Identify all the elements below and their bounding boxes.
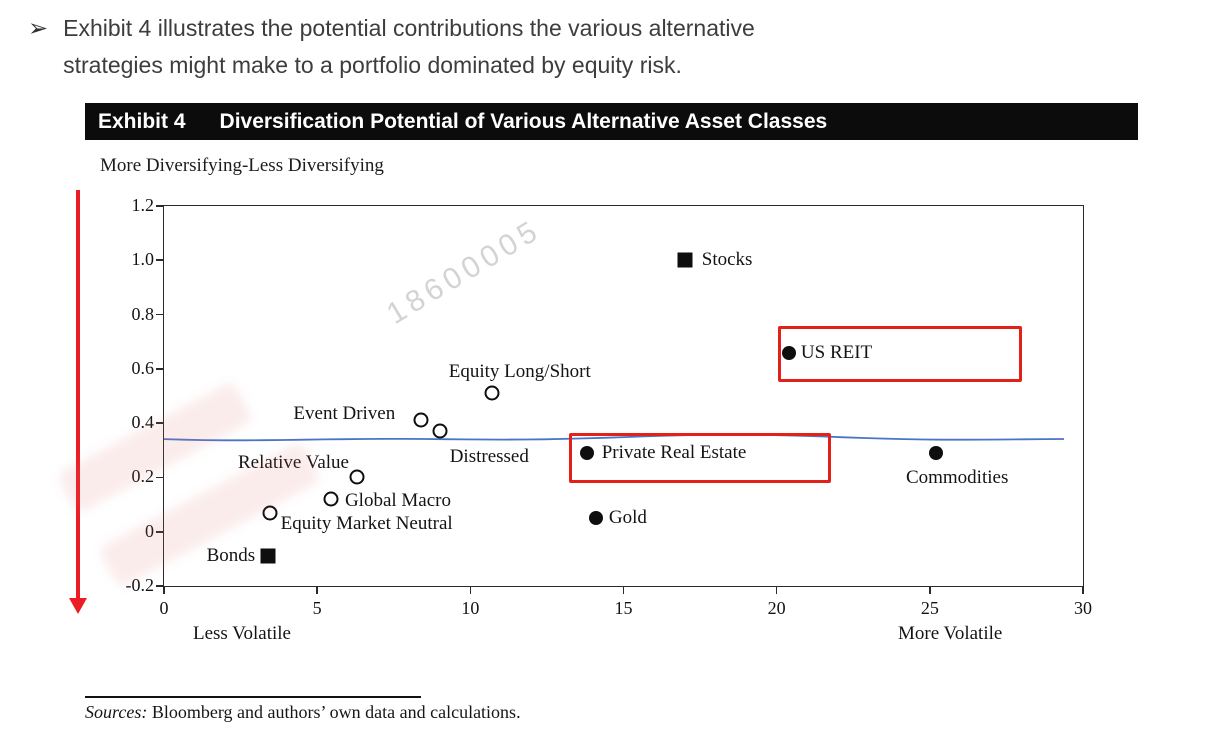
us-reit-highlight-box xyxy=(777,325,1022,382)
gold-label: Gold xyxy=(608,507,647,529)
x-tick-label: 5 xyxy=(312,598,322,618)
red-down-arrow xyxy=(69,190,87,618)
private-real-estate-point xyxy=(579,446,594,460)
y-tick-mark xyxy=(156,476,164,479)
y-tick-mark xyxy=(156,368,164,370)
private-real-estate-highlight-box xyxy=(568,433,831,483)
global-macro-label: Global Macro xyxy=(344,490,451,512)
y-tick-label: 0.8 xyxy=(131,303,155,324)
x-axis-left-label: Less Volatile xyxy=(193,623,291,644)
y-tick-mark xyxy=(156,585,164,587)
equity-market-neutral-label: Equity Market Neutral xyxy=(280,512,453,534)
x-tick-mark xyxy=(622,586,625,594)
private-real-estate-label: Private Real Estate xyxy=(601,442,747,463)
y-tick-label: 0 xyxy=(145,520,154,541)
distressed-point xyxy=(432,423,448,439)
gold-point xyxy=(588,511,603,526)
us-reit-label: US REIT xyxy=(800,341,873,363)
equity-long-short-label: Equity Long/Short xyxy=(448,361,591,383)
y-tick-label: 1.2 xyxy=(131,195,155,215)
bonds-label: Bonds xyxy=(206,545,256,567)
us-reit-point xyxy=(781,345,796,360)
x-tick-label: 30 xyxy=(1074,598,1092,618)
source-label: Sources: xyxy=(85,702,148,722)
stocks-label: Stocks xyxy=(701,249,753,271)
x-tick-mark xyxy=(316,586,318,594)
x-tick-mark xyxy=(1082,586,1084,594)
equity-market-neutral-point xyxy=(262,505,278,521)
event-driven-label: Event Driven xyxy=(293,403,396,425)
y-tick-mark xyxy=(156,530,164,533)
x-tick-label: 0 xyxy=(159,598,169,618)
x-axis-right-label: More Volatile xyxy=(898,623,1003,644)
event-driven-point xyxy=(413,412,429,428)
y-tick-mark xyxy=(156,259,164,262)
y-axis-label: More Diversifying-Less Diversifying xyxy=(100,155,384,176)
source-text: Bloomberg and authors’ own data and calc… xyxy=(147,702,521,722)
global-macro-point xyxy=(323,491,339,507)
equity-long-short-point xyxy=(484,385,500,401)
bonds-point xyxy=(260,548,276,564)
y-tick-mark xyxy=(156,422,164,424)
y-tick-label: 0.6 xyxy=(131,357,155,378)
bullet-arrow-icon: ➢ xyxy=(28,15,49,42)
bullet-line-2: strategies might make to a portfolio dom… xyxy=(63,52,682,78)
x-tick-mark xyxy=(775,586,778,594)
exhibit-title: Diversification Potential of Various Alt… xyxy=(219,109,828,133)
relative-value-point xyxy=(349,469,365,485)
bullet-point: ➢ Exhibit 4 illustrates the potential co… xyxy=(28,10,755,84)
y-tick-label: 1.0 xyxy=(131,249,155,270)
red-arrow-line xyxy=(76,190,80,600)
stocks-point xyxy=(677,252,693,268)
exhibit-header-bar: Exhibit 4 Diversification Potential of V… xyxy=(85,103,1138,140)
x-tick-mark xyxy=(469,586,472,594)
y-tick-mark xyxy=(156,313,164,316)
source-divider xyxy=(85,696,421,698)
x-tick-label: 25 xyxy=(920,598,939,618)
y-tick-label: -0.2 xyxy=(125,575,155,595)
benchmark-line xyxy=(163,433,1065,442)
bullet-text: Exhibit 4 illustrates the potential cont… xyxy=(63,10,755,84)
scatter-plot: 1.2 1.0 0.8 0.6 0.4 0.2 0 -0.2 0 5 10 15 20 25 30 Stock… xyxy=(126,195,1093,618)
y-tick-mark xyxy=(156,205,164,207)
x-tick-mark xyxy=(929,586,931,594)
source-note: Sources: Bloomberg and authors’ own data… xyxy=(85,702,521,723)
x-tick-label: 15 xyxy=(614,598,633,618)
x-tick-label: 20 xyxy=(767,598,786,618)
x-tick-mark xyxy=(163,586,165,594)
y-tick-label: 0.4 xyxy=(131,412,155,433)
exhibit-number: Exhibit 4 xyxy=(98,109,186,133)
red-arrow-head-icon xyxy=(69,598,87,614)
bullet-line-1: Exhibit 4 illustrates the potential cont… xyxy=(63,15,755,41)
x-tick-label: 10 xyxy=(461,598,480,618)
distressed-label: Distressed xyxy=(449,446,529,468)
y-tick-label: 0.2 xyxy=(131,466,155,487)
commodities-label: Commodities xyxy=(905,467,1009,488)
commodities-point xyxy=(928,446,943,460)
relative-value-label: Relative Value xyxy=(238,452,349,474)
